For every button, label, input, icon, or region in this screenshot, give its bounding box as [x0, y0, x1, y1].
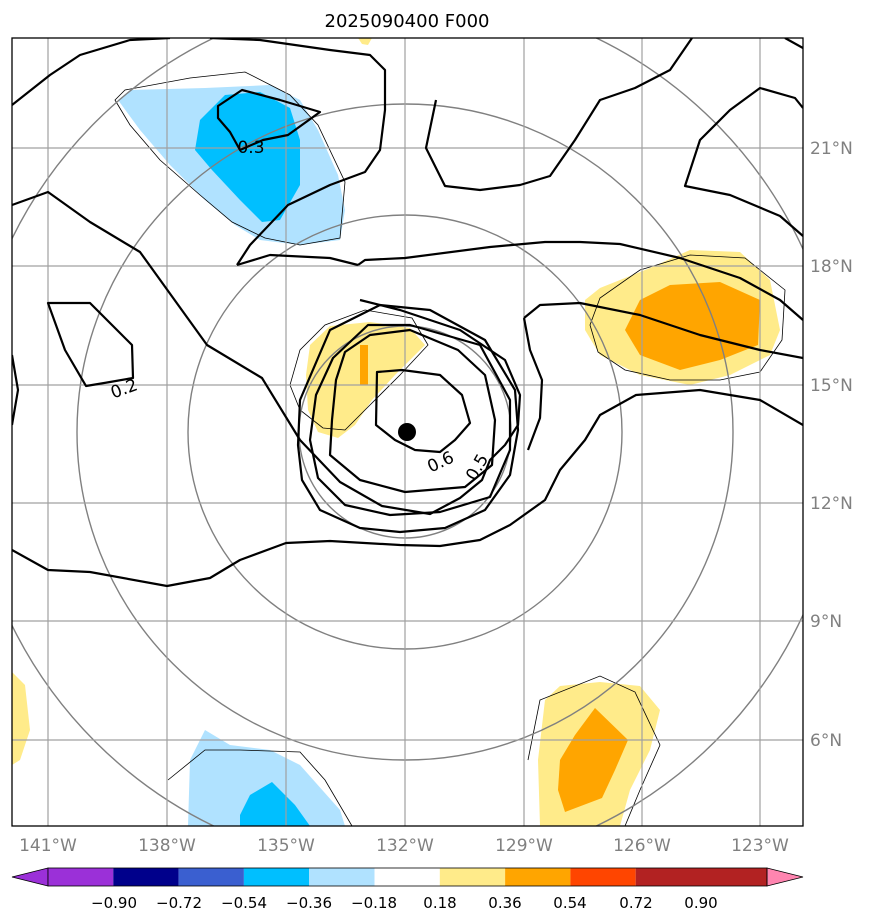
colorbar-tick-label: −0.18	[351, 894, 397, 912]
colorbar-segment	[309, 868, 375, 886]
colorbar-tick-label: 0.18	[423, 894, 456, 912]
colorbar-frame	[47, 867, 768, 887]
lat-label: 18°N	[810, 257, 853, 277]
thin-contours	[114, 71, 786, 826]
colorbar-segment	[505, 868, 571, 886]
lat-label: 15°N	[810, 376, 853, 396]
lon-label: 123°W	[731, 836, 789, 856]
cyclone-center-marker	[398, 423, 416, 441]
colorbar-tick-label: −0.90	[91, 894, 137, 912]
thick-contours	[12, 38, 803, 588]
colorbar-segment	[439, 868, 506, 886]
colorbar-tick-label: 0.36	[488, 894, 521, 912]
lat-label: 9°N	[810, 612, 842, 632]
colorbar-segment	[570, 868, 636, 886]
lat-label: 12°N	[810, 494, 853, 514]
colorbar-tick-label: 0.72	[619, 894, 652, 912]
colorbar-segment	[178, 868, 244, 886]
colorbar-extend-max	[766, 867, 804, 887]
colorbar-segment	[243, 868, 310, 886]
colorbar-tick-label: −0.54	[221, 894, 267, 912]
lat-label: 6°N	[810, 731, 842, 751]
latitude-labels: 21°N 18°N 15°N 12°N 9°N 6°N	[810, 139, 853, 751]
contour-label-0-5: 0.5	[462, 451, 493, 484]
colorbar-extend-min	[11, 867, 49, 887]
colorbar-tick-label: 0.54	[553, 894, 586, 912]
lon-label: 129°W	[495, 836, 553, 856]
longitude-labels: 141°W 138°W 135°W 132°W 129°W 126°W 123°…	[19, 836, 789, 856]
colorbar-tick-label: −0.36	[286, 894, 332, 912]
colorbar-segment	[635, 868, 767, 886]
lon-label: 135°W	[257, 836, 315, 856]
map-title: 2025090400 F000	[325, 11, 490, 32]
lon-label: 141°W	[19, 836, 77, 856]
colorbar-segment	[374, 868, 440, 886]
contour-label-0-2: 0.2	[108, 375, 140, 403]
colorbar-tick-label: −0.72	[156, 894, 202, 912]
shaded-anomaly-fields	[12, 38, 780, 826]
lon-label: 138°W	[138, 836, 196, 856]
map-area	[12, 38, 803, 826]
contour-label-0-3: 0.3	[237, 138, 264, 158]
lon-label: 132°W	[376, 836, 434, 856]
colorbar-tick-label: 0.90	[684, 894, 717, 912]
colorbar-segment	[48, 868, 114, 886]
colorbar-labels: −0.90 −0.72 −0.54 −0.36 −0.18 0.18 0.36 …	[91, 894, 718, 912]
lat-label: 21°N	[810, 139, 853, 159]
map-frame	[11, 37, 804, 827]
colorbar	[11, 867, 804, 887]
lon-label: 126°W	[613, 836, 671, 856]
colorbar-segment	[113, 868, 179, 886]
